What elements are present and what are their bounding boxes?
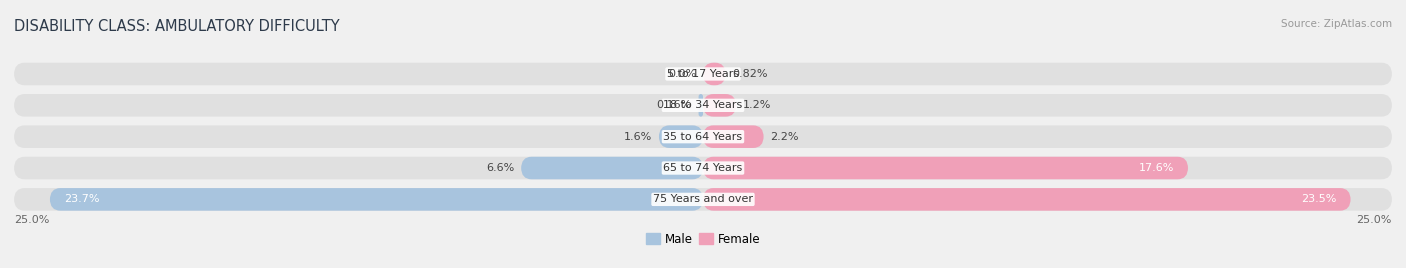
FancyBboxPatch shape [703, 94, 737, 117]
Text: 2.2%: 2.2% [770, 132, 799, 142]
FancyBboxPatch shape [14, 94, 1392, 117]
FancyBboxPatch shape [703, 157, 1188, 179]
Text: 23.5%: 23.5% [1302, 194, 1337, 204]
Legend: Male, Female: Male, Female [641, 228, 765, 250]
Text: 17.6%: 17.6% [1139, 163, 1174, 173]
Text: 35 to 64 Years: 35 to 64 Years [664, 132, 742, 142]
Text: 0.82%: 0.82% [733, 69, 768, 79]
Text: 0.16%: 0.16% [657, 100, 692, 110]
FancyBboxPatch shape [703, 188, 1351, 211]
Text: 1.6%: 1.6% [624, 132, 652, 142]
FancyBboxPatch shape [703, 125, 763, 148]
Text: 65 to 74 Years: 65 to 74 Years [664, 163, 742, 173]
FancyBboxPatch shape [703, 63, 725, 85]
FancyBboxPatch shape [14, 188, 1392, 211]
FancyBboxPatch shape [522, 157, 703, 179]
Text: 6.6%: 6.6% [486, 163, 515, 173]
Text: 75 Years and over: 75 Years and over [652, 194, 754, 204]
Text: 5 to 17 Years: 5 to 17 Years [666, 69, 740, 79]
FancyBboxPatch shape [14, 157, 1392, 179]
Text: 1.2%: 1.2% [742, 100, 772, 110]
Text: DISABILITY CLASS: AMBULATORY DIFFICULTY: DISABILITY CLASS: AMBULATORY DIFFICULTY [14, 19, 340, 34]
FancyBboxPatch shape [14, 63, 1392, 85]
Text: 25.0%: 25.0% [14, 215, 49, 225]
FancyBboxPatch shape [659, 125, 703, 148]
Text: Source: ZipAtlas.com: Source: ZipAtlas.com [1281, 19, 1392, 29]
FancyBboxPatch shape [14, 125, 1392, 148]
Text: 18 to 34 Years: 18 to 34 Years [664, 100, 742, 110]
Text: 23.7%: 23.7% [63, 194, 100, 204]
FancyBboxPatch shape [699, 94, 703, 117]
FancyBboxPatch shape [49, 188, 703, 211]
Text: 25.0%: 25.0% [1357, 215, 1392, 225]
Text: 0.0%: 0.0% [668, 69, 696, 79]
